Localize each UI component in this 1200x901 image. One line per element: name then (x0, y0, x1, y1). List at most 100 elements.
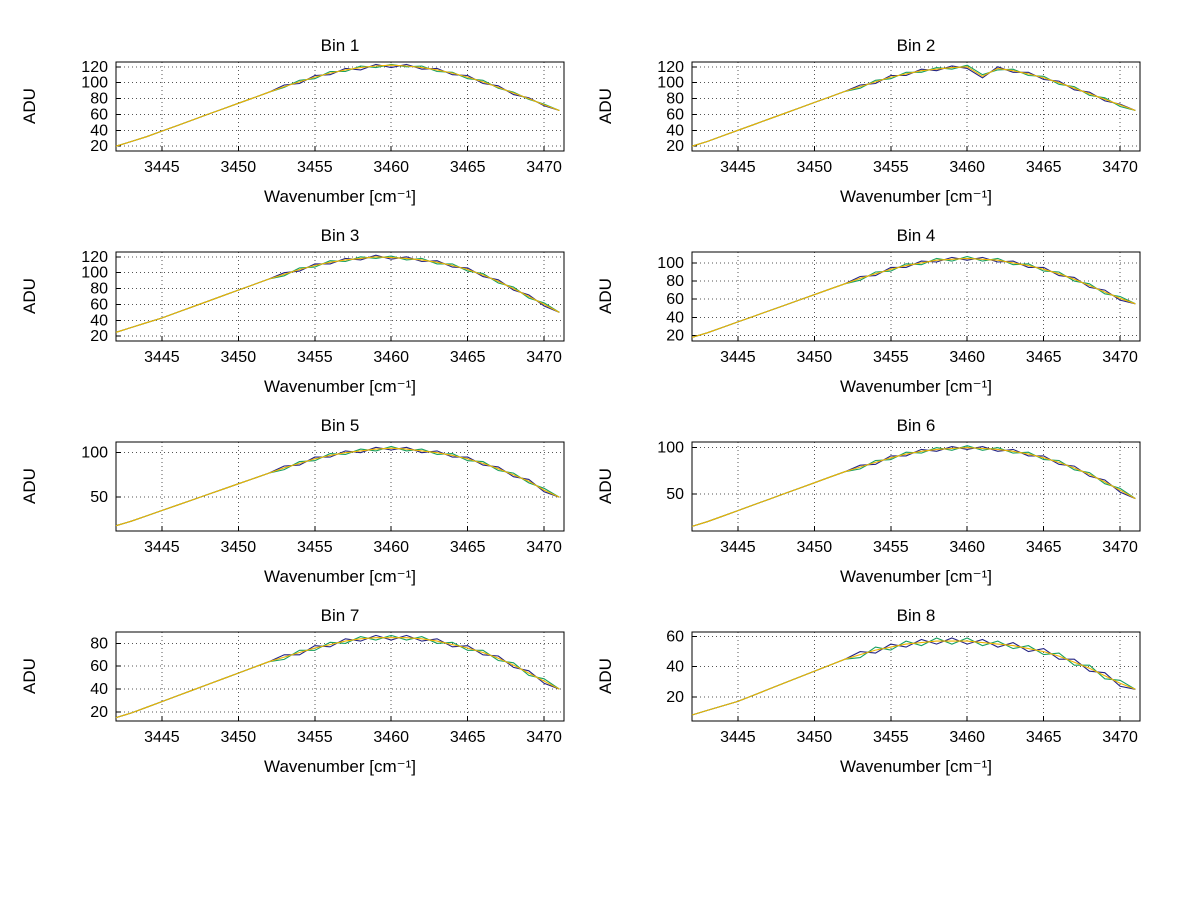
subplot-bin-7: Bin 7 ADU 3445 3450 3455 3460 3465 3470 20 40 60… (14, 604, 570, 782)
svg-text:3465: 3465 (1026, 729, 1062, 746)
svg-text:120: 120 (81, 59, 108, 76)
subplot-title: Bin 6 (896, 416, 936, 435)
subplot-title: Bin 3 (320, 226, 360, 245)
svg-text:40: 40 (666, 122, 684, 139)
svg-text:3455: 3455 (297, 539, 333, 556)
svg-text:80: 80 (90, 635, 108, 652)
y-axis-label: ADU (20, 88, 39, 124)
svg-text:3450: 3450 (797, 729, 833, 746)
svg-text:3460: 3460 (373, 159, 409, 176)
svg-text:3470: 3470 (526, 729, 562, 746)
plot-area: 3445 3450 3455 3460 3465 3470 20 40 60 (666, 629, 1141, 746)
subplot-title: Bin 1 (320, 36, 360, 55)
svg-text:40: 40 (90, 681, 108, 698)
svg-text:3450: 3450 (797, 159, 833, 176)
subplot-bin-4: Bin 4 ADU 3445 3450 3455 3460 3465 3470 20 40 60… (590, 224, 1146, 402)
x-axis-label: Wavenumber [cm⁻¹] (840, 757, 992, 776)
svg-text:3465: 3465 (450, 539, 486, 556)
svg-text:3470: 3470 (1102, 729, 1138, 746)
svg-text:3470: 3470 (1102, 159, 1138, 176)
svg-text:120: 120 (81, 249, 108, 266)
svg-text:60: 60 (666, 106, 684, 123)
y-axis-label: ADU (596, 278, 615, 314)
svg-text:80: 80 (90, 281, 108, 298)
subplot-bin-2: Bin 2 ADU 3445 3450 3455 3460 3465 3470 20 40 60… (590, 34, 1146, 212)
svg-text:50: 50 (666, 486, 684, 503)
svg-text:60: 60 (90, 106, 108, 123)
svg-text:3445: 3445 (144, 159, 180, 176)
svg-text:3455: 3455 (873, 159, 909, 176)
svg-text:80: 80 (90, 91, 108, 108)
x-axis-label: Wavenumber [cm⁻¹] (264, 567, 416, 586)
svg-text:40: 40 (90, 312, 108, 329)
y-axis-label: ADU (20, 658, 39, 694)
svg-text:3445: 3445 (720, 159, 756, 176)
svg-text:3455: 3455 (297, 159, 333, 176)
svg-text:20: 20 (666, 138, 684, 155)
y-axis-label: ADU (596, 658, 615, 694)
subplot-bin-5: Bin 5 ADU 3445 3450 3455 3460 3465 3470 50 100 … (14, 414, 570, 592)
subplot-title: Bin 5 (320, 416, 360, 435)
svg-text:60: 60 (90, 296, 108, 313)
svg-text:3470: 3470 (526, 349, 562, 366)
svg-text:3465: 3465 (1026, 539, 1062, 556)
svg-text:3470: 3470 (1102, 539, 1138, 556)
x-axis-label: Wavenumber [cm⁻¹] (264, 757, 416, 776)
svg-text:3460: 3460 (949, 159, 985, 176)
y-axis-label: ADU (596, 88, 615, 124)
x-axis-label: Wavenumber [cm⁻¹] (840, 377, 992, 396)
svg-text:3445: 3445 (720, 349, 756, 366)
y-axis-label: ADU (20, 278, 39, 314)
svg-text:100: 100 (81, 265, 108, 282)
svg-text:60: 60 (90, 658, 108, 675)
plot-area: 3445 3450 3455 3460 3465 3470 50 100 (81, 441, 565, 556)
subplot-title: Bin 2 (896, 36, 936, 55)
x-axis-label: Wavenumber [cm⁻¹] (264, 377, 416, 396)
svg-text:40: 40 (666, 309, 684, 326)
svg-text:3450: 3450 (221, 159, 257, 176)
subplot-bin-3: Bin 3 ADU 3445 3450 3455 3460 3465 3470 20 40 60… (14, 224, 570, 402)
subplot-title: Bin 8 (896, 606, 936, 625)
svg-text:3455: 3455 (873, 729, 909, 746)
x-axis-label: Wavenumber [cm⁻¹] (264, 187, 416, 206)
y-axis-label: ADU (20, 468, 39, 504)
svg-text:80: 80 (666, 91, 684, 108)
svg-text:3465: 3465 (1026, 159, 1062, 176)
svg-text:3460: 3460 (949, 349, 985, 366)
svg-text:3450: 3450 (221, 539, 257, 556)
svg-text:3460: 3460 (949, 729, 985, 746)
svg-text:3470: 3470 (1102, 349, 1138, 366)
svg-text:3460: 3460 (373, 349, 409, 366)
svg-text:3465: 3465 (450, 729, 486, 746)
svg-text:50: 50 (90, 489, 108, 506)
svg-text:120: 120 (657, 59, 684, 76)
svg-text:3450: 3450 (797, 349, 833, 366)
svg-text:20: 20 (666, 328, 684, 345)
svg-text:20: 20 (666, 689, 684, 706)
svg-text:20: 20 (90, 328, 108, 345)
svg-text:3460: 3460 (373, 729, 409, 746)
svg-text:3455: 3455 (873, 539, 909, 556)
svg-text:40: 40 (90, 122, 108, 139)
subplot-bin-8: Bin 8 ADU 3445 3450 3455 3460 3465 3470 20 40 60… (590, 604, 1146, 782)
svg-text:40: 40 (666, 659, 684, 676)
plot-area: 3445 3450 3455 3460 3465 3470 20 40 60 80 (90, 631, 565, 746)
subplot-title: Bin 7 (320, 606, 360, 625)
svg-text:3450: 3450 (221, 349, 257, 366)
svg-text:100: 100 (81, 445, 108, 462)
svg-text:3445: 3445 (720, 539, 756, 556)
svg-text:100: 100 (657, 75, 684, 92)
subplot-bin-1: Bin 1 ADU 3445 3450 3455 3460 3465 3470 20 40 60… (14, 34, 570, 212)
svg-text:3455: 3455 (297, 729, 333, 746)
svg-text:3465: 3465 (450, 349, 486, 366)
svg-text:60: 60 (666, 629, 684, 646)
plot-area: 3445 3450 3455 3460 3465 3470 50 100 (657, 440, 1141, 556)
svg-text:3445: 3445 (720, 729, 756, 746)
y-axis-label: ADU (596, 468, 615, 504)
svg-text:60: 60 (666, 291, 684, 308)
svg-text:3445: 3445 (144, 729, 180, 746)
svg-text:3460: 3460 (373, 539, 409, 556)
